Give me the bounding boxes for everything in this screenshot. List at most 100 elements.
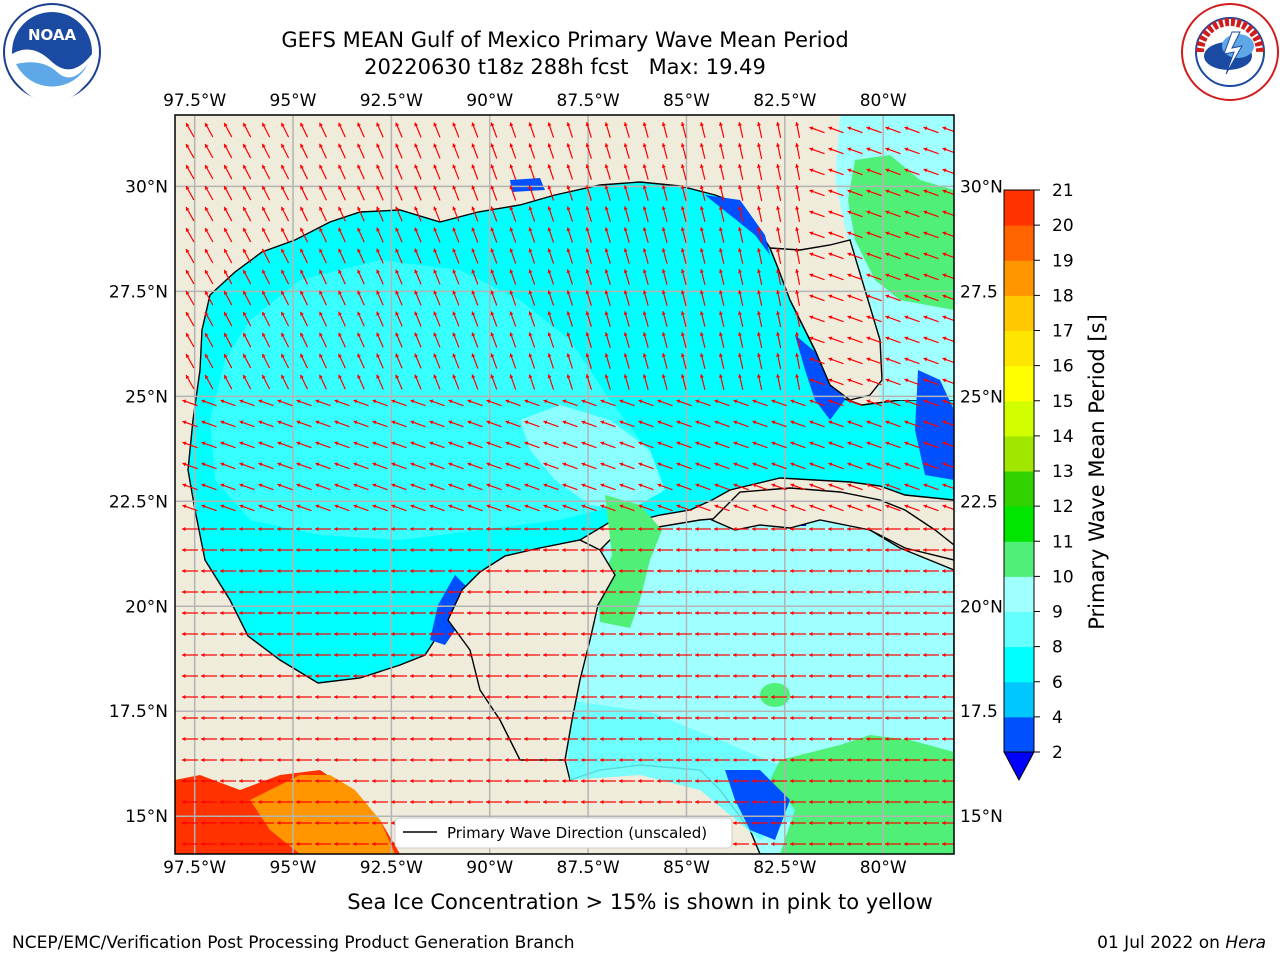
- wave-arrow-head: [391, 420, 396, 425]
- wave-arrow-head: [185, 228, 190, 233]
- wave-arrow-head: [296, 715, 300, 721]
- wave-arrow-head: [790, 820, 794, 826]
- wave-arrow-head: [433, 311, 438, 316]
- wave-arrow-head: [315, 694, 319, 700]
- wave-arrow-head: [281, 227, 285, 232]
- wave-arrow-head: [737, 311, 743, 315]
- wave-arrow-head: [528, 332, 533, 337]
- y-tick-label-left: 22.5°N: [109, 492, 168, 512]
- wave-arrow-head: [695, 547, 699, 553]
- wave-arrow-head: [334, 483, 339, 488]
- wave-arrow-head: [429, 694, 433, 700]
- wave-arrow-head: [828, 568, 832, 574]
- wave-arrow-head: [224, 227, 228, 232]
- wave-arrow-head: [809, 778, 813, 784]
- wave-arrow-head: [300, 227, 304, 232]
- wave-arrow-head: [562, 504, 567, 509]
- wave-arrow-head: [277, 547, 281, 553]
- wave-arrow-head: [718, 353, 723, 358]
- wave-arrow-head: [752, 420, 757, 425]
- wave-arrow-head: [619, 610, 623, 616]
- wave-arrow-head: [524, 504, 529, 509]
- wave-arrow-head: [718, 206, 723, 211]
- wave-arrow-head: [372, 589, 376, 595]
- wave-arrow-head: [357, 227, 362, 232]
- wave-arrow-head: [885, 694, 889, 700]
- wave-arrow-head: [581, 568, 585, 574]
- wave-arrow-head: [204, 332, 209, 337]
- wave-arrow-head: [486, 420, 491, 425]
- wave-arrow-head: [281, 290, 285, 295]
- wave-arrow-head: [376, 290, 381, 295]
- wave-arrow-head: [372, 799, 376, 805]
- wave-arrow-head: [623, 227, 628, 232]
- wave-arrow-head: [182, 589, 186, 595]
- wave-arrow-head: [315, 483, 320, 488]
- wave-arrow-head: [642, 164, 647, 169]
- wave-arrow-head: [182, 736, 186, 742]
- wave-arrow-head: [471, 122, 476, 127]
- wave-arrow-head: [429, 610, 433, 616]
- wave-arrow-head: [524, 399, 529, 404]
- wave-arrow-head: [547, 227, 552, 232]
- wave-arrow-head: [395, 164, 400, 169]
- wave-arrow-head: [429, 568, 433, 574]
- wave-arrow-head: [543, 526, 547, 532]
- wave-arrow-head: [885, 168, 890, 173]
- wave-arrow-head: [885, 504, 890, 509]
- wave-arrow-head: [410, 547, 414, 553]
- wave-arrow-head: [695, 694, 699, 700]
- wave-arrow-head: [429, 441, 434, 446]
- wave-arrow-head: [543, 589, 547, 595]
- wave-arrow-head: [543, 420, 548, 425]
- wave-arrow-head: [429, 652, 433, 658]
- colorbar-tick-label: 9: [1052, 603, 1063, 623]
- wave-arrow-head: [505, 610, 509, 616]
- wave-arrow-head: [642, 122, 647, 127]
- wave-arrow-head: [604, 353, 609, 358]
- wave-arrow-head: [619, 652, 623, 658]
- wave-arrow-head: [847, 231, 852, 236]
- wave-arrow-head: [467, 547, 471, 553]
- wave-arrow-head: [733, 715, 737, 721]
- wave-arrow-head: [486, 483, 491, 488]
- wave-arrow-head: [334, 652, 338, 658]
- wave-arrow-head: [885, 547, 889, 553]
- wave-arrow-head: [357, 185, 362, 190]
- y-tick-label-right: 25°N: [960, 387, 1003, 407]
- wave-arrow-head: [258, 736, 262, 742]
- wave-arrow-head: [395, 185, 400, 190]
- wave-arrow-head: [433, 290, 438, 295]
- wave-arrow-head: [315, 631, 319, 637]
- wave-arrow-head: [623, 374, 628, 379]
- wave-arrow-head: [600, 610, 604, 616]
- wave-arrow-head: [733, 526, 737, 532]
- wave-arrow-head: [376, 206, 381, 211]
- wave-arrow-head: [657, 568, 661, 574]
- wave-arrow-head: [395, 227, 400, 232]
- wave-arrow-head: [718, 185, 723, 190]
- colorbar-tick-label: 18: [1052, 286, 1074, 306]
- wave-arrow-head: [619, 547, 623, 553]
- wave-arrow-head: [923, 568, 927, 574]
- colorbar-band: [1004, 471, 1034, 507]
- wave-arrow-head: [433, 185, 438, 190]
- wave-arrow-head: [885, 652, 889, 658]
- wave-arrow-head: [657, 652, 661, 658]
- wave-arrow-head: [714, 568, 718, 574]
- wave-arrow-head: [448, 778, 452, 784]
- wave-arrow-head: [243, 164, 247, 169]
- wave-arrow-head: [410, 652, 414, 658]
- wave-arrow-head: [676, 610, 680, 616]
- wave-arrow-head: [410, 526, 414, 532]
- wave-arrow-head: [452, 311, 457, 316]
- wave-arrow-head: [204, 311, 209, 316]
- wave-arrow-head: [201, 631, 205, 637]
- wave-arrow-head: [923, 210, 928, 215]
- wave-arrow-head: [866, 189, 871, 194]
- wave-arrow-head: [847, 715, 851, 721]
- wave-arrow-head: [600, 736, 604, 742]
- wave-arrow-head: [752, 841, 756, 847]
- wave-arrow-head: [566, 227, 571, 232]
- wave-arrow-head: [391, 568, 395, 574]
